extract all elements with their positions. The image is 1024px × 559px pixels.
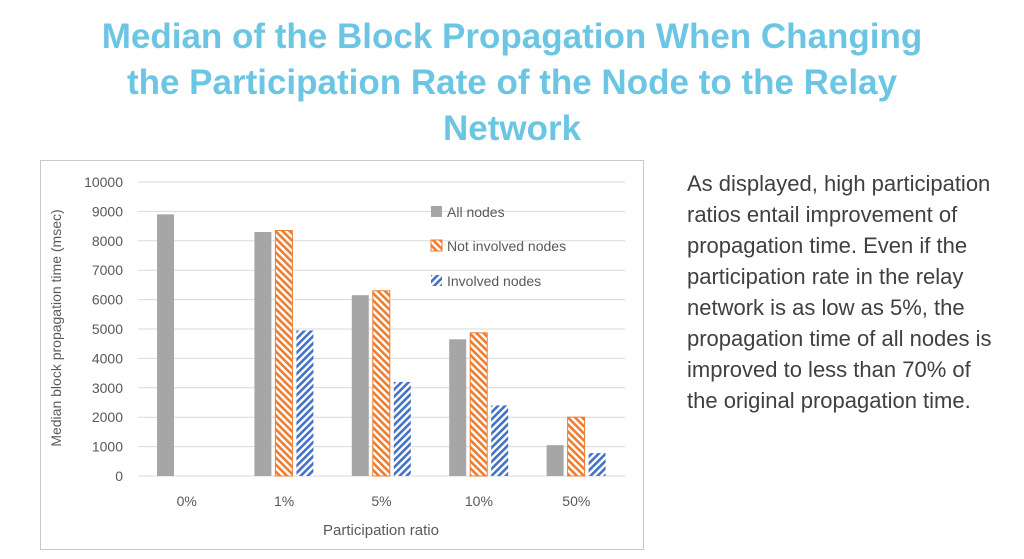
legend-swatch-all-nodes <box>431 206 442 217</box>
bar-all-nodes <box>254 231 272 476</box>
legend-label-not-involved-nodes: Not involved nodes <box>447 238 566 254</box>
legend-swatch-involved-nodes <box>431 275 442 286</box>
x-axis-label: Participation ratio <box>323 522 439 539</box>
x-tick-label: 5% <box>371 493 391 509</box>
bar-chart: 0 1000 2000 3000 4000 5000 6000 7000 8000 9000 100… <box>48 174 625 539</box>
bar-all-nodes <box>546 445 564 476</box>
bar-all-nodes <box>351 295 369 476</box>
y-tick-label: 2000 <box>92 409 123 425</box>
description-text: As displayed, high participation ratios … <box>687 171 992 413</box>
y-tick-label: 6000 <box>92 292 123 308</box>
slide-title: Median of the Block Propagation When Cha… <box>0 14 1024 152</box>
bar-involved-nodes <box>296 330 314 476</box>
title-line-2: the Participation Rate of the Node to th… <box>126 63 898 102</box>
title-line-1: Median of the Block Propagation When Cha… <box>101 17 923 56</box>
y-tick-label: 0 <box>115 468 123 484</box>
bar-not-involved-nodes <box>274 230 293 477</box>
y-axis-label: Median block propagation time (msec) <box>48 209 64 446</box>
y-tick-labels: 0 1000 2000 3000 4000 5000 6000 7000 8000 9000 100… <box>84 174 123 484</box>
y-tick-label: 9000 <box>92 203 123 219</box>
bar-involved-nodes <box>588 453 606 476</box>
bar-not-involved-nodes <box>372 290 391 477</box>
legend-swatch-not-involved-nodes <box>430 239 443 252</box>
y-tick-label: 8000 <box>92 233 123 249</box>
legend-label-involved-nodes: Involved nodes <box>447 273 541 289</box>
x-tick-label: 50% <box>562 493 590 509</box>
bars <box>157 214 606 477</box>
legend: All nodes Not involved nodes Involved no… <box>430 204 566 289</box>
legend-label-all-nodes: All nodes <box>447 204 505 220</box>
x-tick-label: 10% <box>465 493 493 509</box>
x-tick-label: 1% <box>274 493 294 509</box>
y-tick-label: 10000 <box>84 174 123 190</box>
y-tick-label: 4000 <box>92 350 123 366</box>
y-tick-label: 1000 <box>92 439 123 455</box>
y-tick-label: 7000 <box>92 262 123 278</box>
bar-not-involved-nodes <box>567 416 586 477</box>
bar-all-nodes <box>449 339 467 476</box>
bar-all-nodes <box>157 214 174 476</box>
y-tick-label: 5000 <box>92 321 123 337</box>
title-line-3: Network <box>442 109 582 148</box>
bar-involved-nodes <box>393 381 411 476</box>
x-tick-labels: 0% 1% 5% 10% 50% <box>177 493 591 509</box>
bar-not-involved-nodes <box>469 332 488 477</box>
y-tick-label: 3000 <box>92 380 123 396</box>
chart-container: 0 1000 2000 3000 4000 5000 6000 7000 8000 9000 100… <box>40 160 644 550</box>
bar-involved-nodes <box>491 405 509 476</box>
x-tick-label: 0% <box>177 493 197 509</box>
